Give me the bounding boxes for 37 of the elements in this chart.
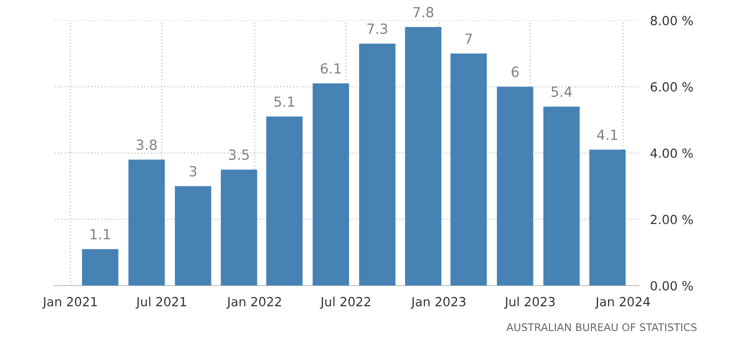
- data-label: 5.4: [552, 86, 572, 97]
- y-tick-label: 0.00 %: [650, 281, 693, 291]
- bar: [496, 86, 534, 286]
- x-tick-label: Jan 2023: [410, 296, 466, 309]
- bar: [174, 186, 212, 286]
- x-tick-label: Jan 2024: [594, 296, 650, 309]
- data-label: 7: [465, 34, 472, 44]
- bar: [543, 106, 580, 286]
- text: AUSTRALIAN BUREAU OF STATISTICS: [506, 323, 697, 332]
- data-label: 6: [512, 66, 519, 78]
- data-label: 7.3: [367, 23, 388, 34]
- x-tick-label: Jul 2023: [504, 296, 555, 309]
- bar: [405, 27, 442, 286]
- data-label: 5.1: [274, 96, 294, 107]
- bar: [82, 249, 118, 286]
- x-tick-label: Jan 2021: [42, 296, 97, 309]
- bar: [220, 170, 258, 286]
- y-tick-label: 8.00 %: [650, 16, 693, 26]
- y-tick-label: 2.00 %: [650, 214, 693, 224]
- data-label: 4.1: [597, 130, 618, 140]
- x-tick-label: Jan 2022: [226, 296, 281, 309]
- bar: [450, 54, 487, 286]
- bar: [128, 160, 165, 286]
- data-label: 1.1: [90, 229, 110, 240]
- data-label: 3.5: [229, 149, 249, 160]
- data-label: 3: [190, 166, 196, 177]
- x-tick-label: Jul 2022: [320, 296, 370, 309]
- bar: [359, 44, 396, 286]
- data-label: 6.1: [320, 63, 341, 74]
- data-label: 7.8: [413, 6, 434, 18]
- y-tick-label: 6.00 %: [650, 82, 693, 92]
- bar: [589, 150, 626, 286]
- bar: [312, 83, 350, 286]
- x-tick-label: Jul 2021: [136, 296, 186, 309]
- bar: [266, 116, 303, 286]
- y-tick-label: 4.00 %: [650, 148, 693, 158]
- data-label: 3.8: [136, 139, 157, 150]
